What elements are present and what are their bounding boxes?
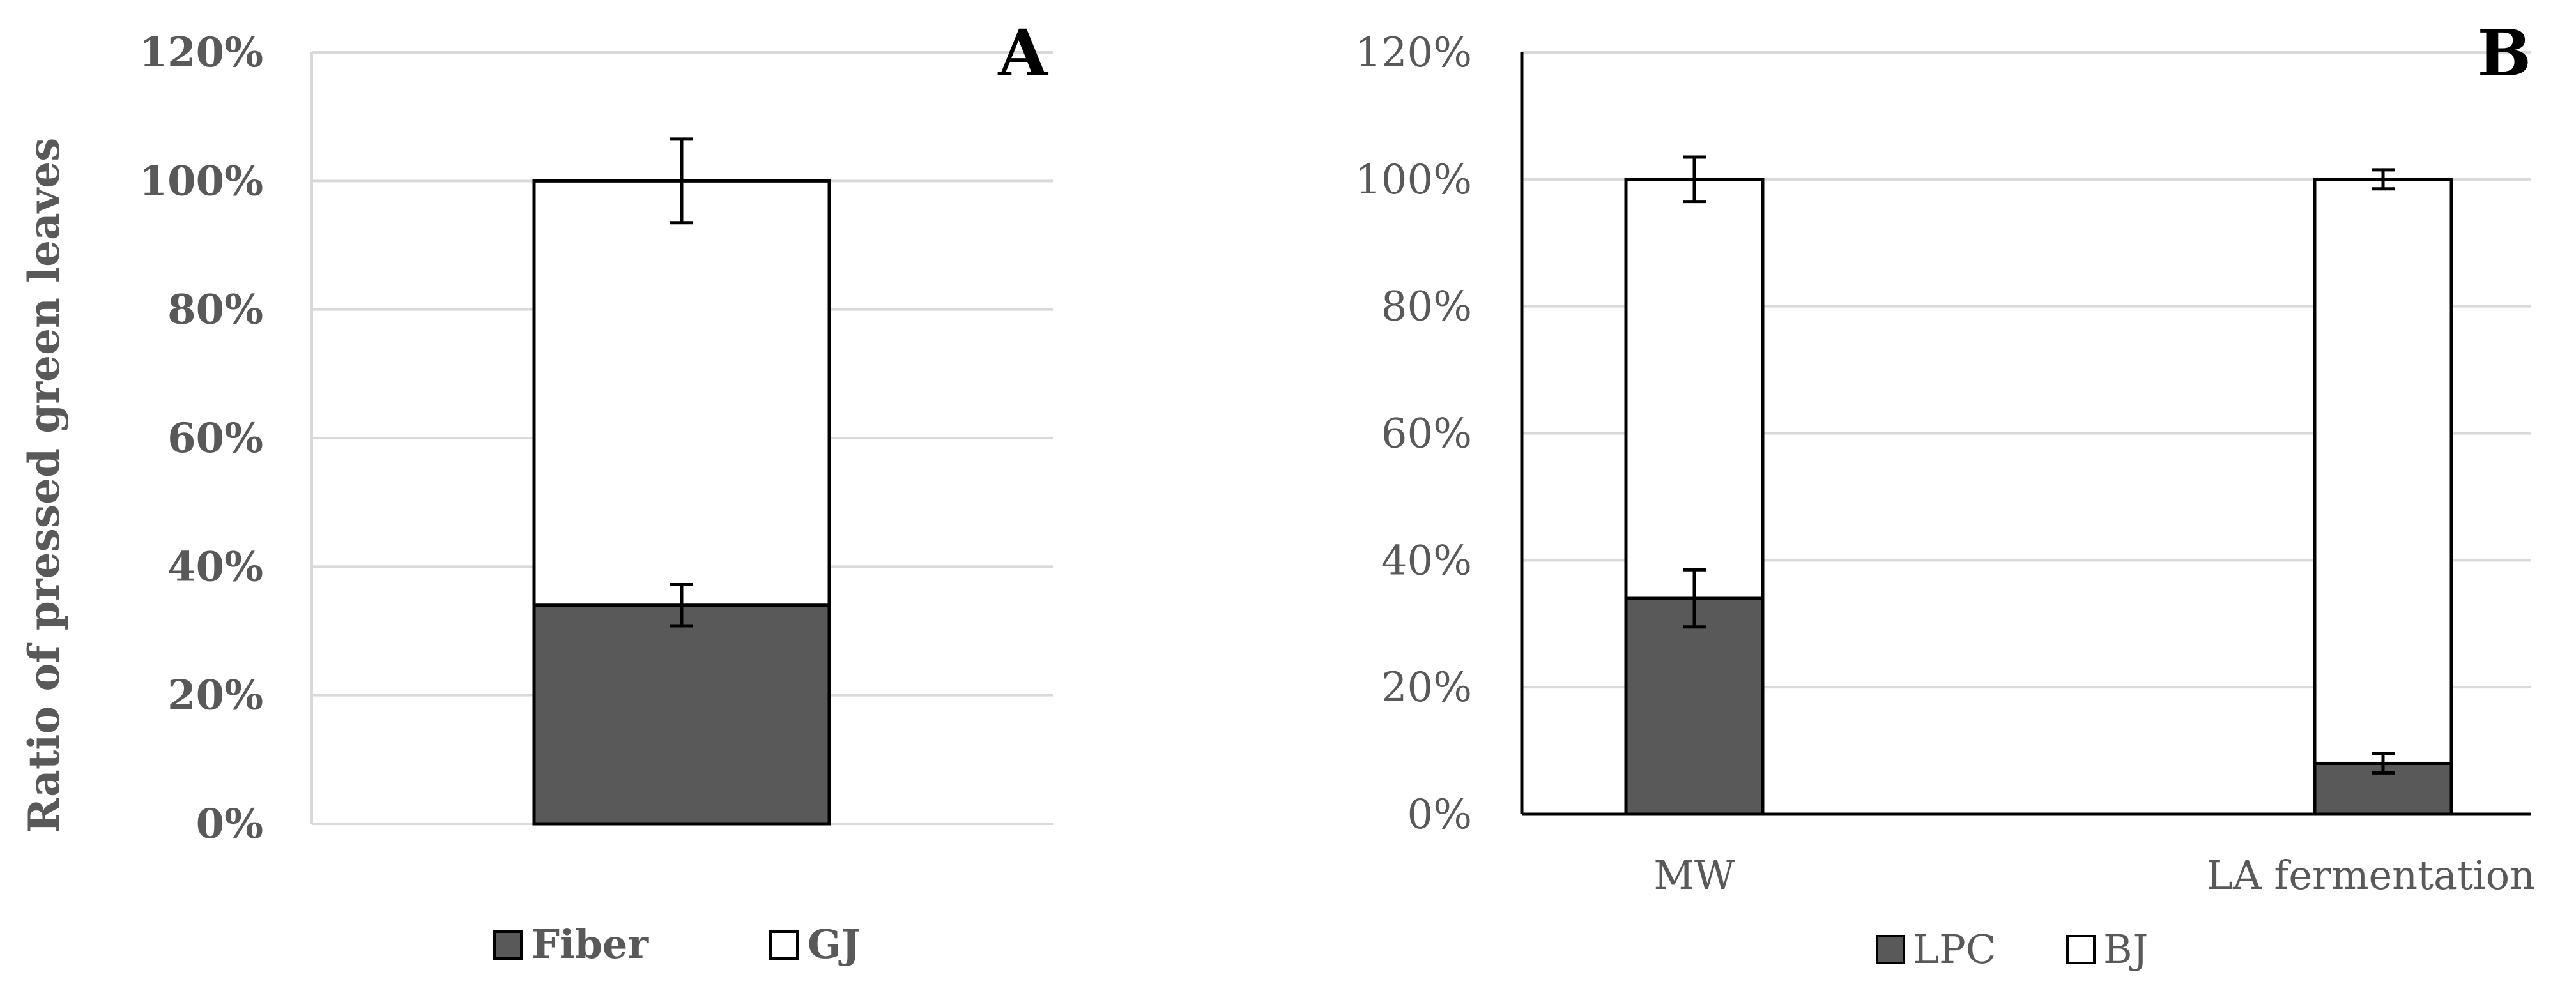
legend-label-fiber: Fiber	[532, 921, 649, 967]
legend-label-bj: BJ	[2103, 926, 2148, 973]
y-tick-label: 60%	[1381, 411, 1472, 458]
y-tick-label: 60%	[167, 414, 263, 462]
panel-b: 0% 20% 40% 60% 80% 100% 120% MW LA fermentation…	[1355, 15, 2535, 973]
y-tick-label: 120%	[1355, 29, 1472, 77]
legend-swatch-lpc	[1876, 935, 1905, 964]
legend-label-gj: GJ	[808, 921, 860, 967]
y-axis-label: Ratio of pressed green leaves	[19, 138, 69, 833]
y-tick-labels-a: 0% 20% 40% 60% 80% 100% 120%	[139, 29, 263, 848]
legend-b: LPC BJ	[1876, 926, 2148, 973]
category-labels-b: MW LA fermentation	[1653, 852, 2535, 899]
legend-a: Fiber GJ	[493, 921, 860, 967]
panel-a: 0% 20% 40% 60% 80% 100% 120% Ratio of pressed …	[19, 15, 1053, 967]
y-tick-label: 0%	[1407, 791, 1472, 838]
category-label: LA fermentation	[2207, 852, 2535, 899]
y-tick-label: 20%	[1381, 664, 1472, 711]
bar-segment-gj	[532, 179, 831, 607]
y-tick-labels-b: 0% 20% 40% 60% 80% 100% 120%	[1355, 29, 1472, 838]
y-tick-label: 80%	[167, 286, 263, 334]
y-tick-label: 100%	[1355, 156, 1472, 204]
legend-swatch-gj	[769, 930, 799, 960]
y-tick-label: 80%	[1381, 284, 1472, 331]
bars-b	[1624, 155, 2453, 816]
y-tick-label: 100%	[139, 157, 263, 205]
bar-segment-bj	[1624, 178, 1765, 600]
legend-label-lpc: LPC	[1913, 926, 1996, 973]
y-tick-label: 20%	[167, 672, 263, 720]
y-tick-label: 0%	[196, 800, 263, 848]
legend-swatch-bj	[2066, 935, 2096, 964]
bar-segment-bj	[2313, 178, 2453, 765]
panel-label-a: A	[997, 15, 1048, 91]
bar-segment-fiber	[532, 603, 831, 826]
bars-a	[532, 137, 831, 826]
y-tick-label: 120%	[139, 29, 263, 77]
legend-swatch-fiber	[493, 930, 523, 960]
axes-b	[1520, 52, 2531, 816]
panel-label-b: B	[2477, 15, 2531, 91]
bar-segment-lpc	[1624, 596, 1765, 816]
y-tick-label: 40%	[167, 543, 263, 591]
y-tick-label: 40%	[1381, 537, 1472, 584]
category-label: MW	[1653, 852, 1735, 899]
